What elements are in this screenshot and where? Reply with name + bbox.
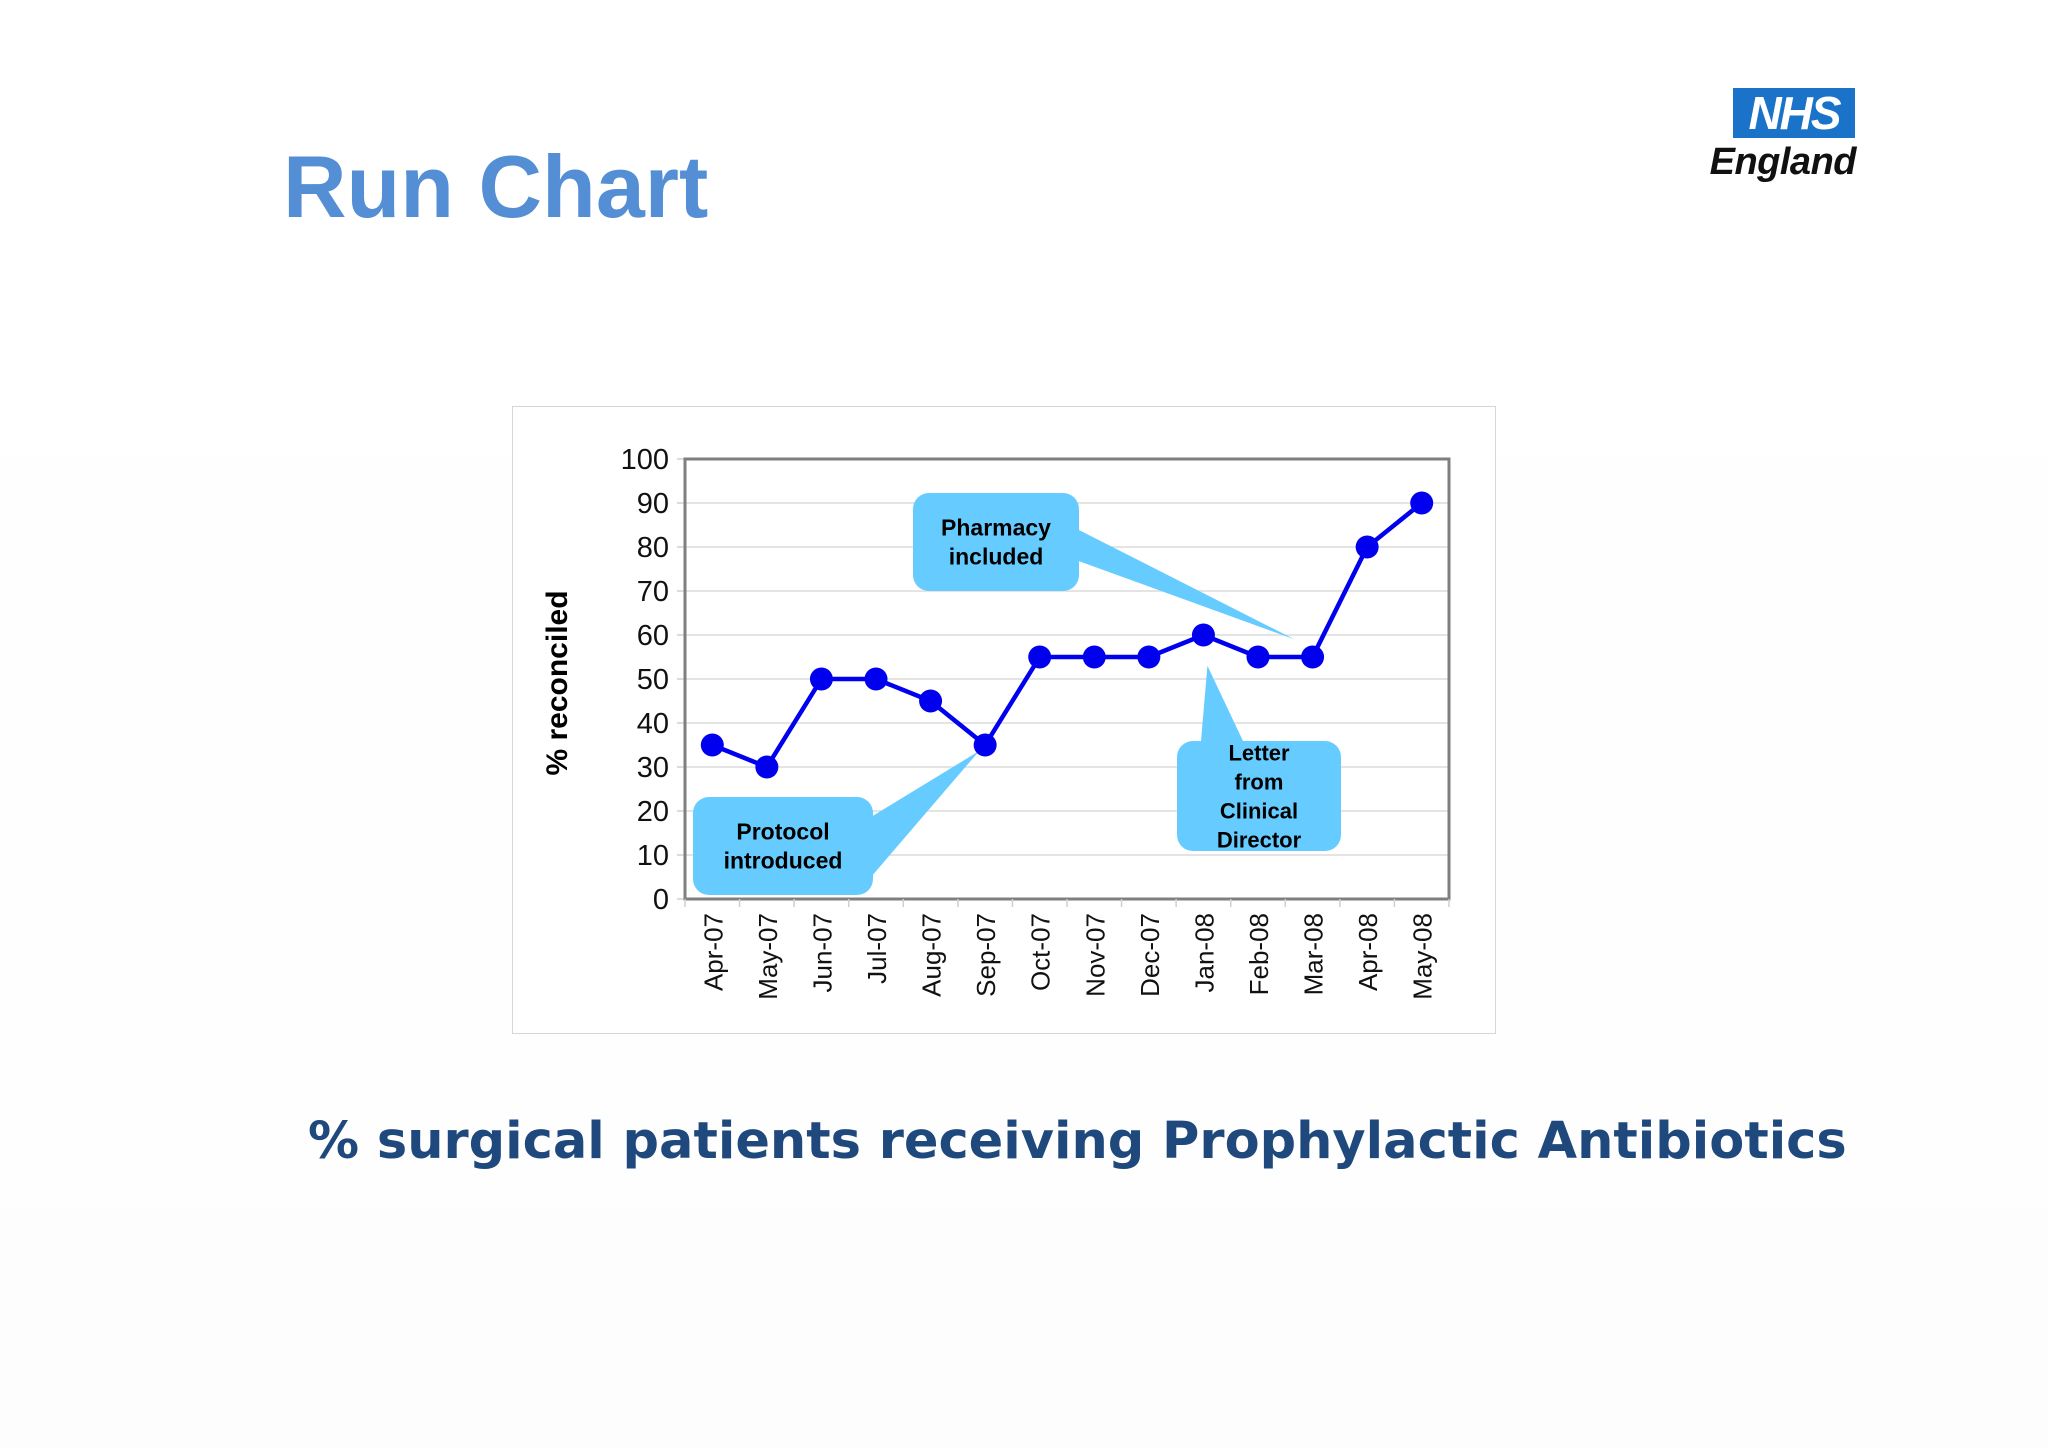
x-tick-label: Jul-07 <box>862 913 892 984</box>
callout-text: Director <box>1217 828 1302 853</box>
x-tick-label: Apr-07 <box>698 913 728 991</box>
data-point-marker <box>1137 645 1161 669</box>
x-tick-label: Jun-07 <box>807 913 837 993</box>
annotation-callout: Pharmacy included <box>913 493 1295 640</box>
callout-text: Letter <box>1228 741 1290 766</box>
callout-pointer <box>1201 665 1243 741</box>
y-tick-label: 90 <box>637 488 669 520</box>
callout-text: Clinical <box>1220 799 1298 824</box>
chart-axes: 0 10 20 30 40 50 60 70 80 90 100 Apr-07 May-07 Jun-07… <box>541 444 1451 1000</box>
y-tick-label: 80 <box>637 532 669 564</box>
callout-pointer <box>871 751 980 877</box>
callout-text: introduced <box>724 848 843 874</box>
slide-subtitle: % surgical patients receiving Prophylact… <box>308 1112 1847 1171</box>
data-point-marker <box>1246 645 1270 669</box>
y-tick-label: 50 <box>637 664 669 696</box>
data-point-marker <box>919 689 943 713</box>
run-chart: Protocol introduced Pharmacy included Letter… <box>512 406 1496 1034</box>
callout-pointer <box>1073 527 1295 640</box>
nhs-logo-box: NHS <box>1733 88 1855 138</box>
chart-series-line <box>700 491 1434 779</box>
callout-box <box>693 797 873 895</box>
annotation-callout: Protocol introduced <box>693 751 980 895</box>
data-point-marker <box>864 667 888 691</box>
data-point-marker <box>1082 645 1106 669</box>
y-tick-label: 100 <box>621 444 669 476</box>
y-tick-label: 10 <box>637 840 669 872</box>
data-point-marker <box>1410 491 1434 515</box>
x-tick-label: Oct-07 <box>1026 913 1056 991</box>
callout-box <box>1177 741 1341 851</box>
x-tick-label: Jan-08 <box>1189 913 1219 993</box>
annotation-callout: Letter from Clinical Director <box>1177 665 1341 853</box>
data-point-marker <box>973 733 997 757</box>
callout-text: included <box>949 544 1044 570</box>
slide-title: Run Chart <box>283 137 709 236</box>
x-tick-label: May-08 <box>1408 913 1438 1000</box>
y-axis-label: % reconciled <box>541 590 574 775</box>
nhs-logo-text: England <box>1709 141 1857 183</box>
y-tick-label: 20 <box>637 796 669 828</box>
x-tick-label: Mar-08 <box>1299 913 1329 995</box>
x-tick-label: Sep-07 <box>971 913 1001 997</box>
callout-box <box>913 493 1079 591</box>
y-tick-label: 40 <box>637 708 669 740</box>
data-point-marker <box>1028 645 1052 669</box>
x-tick-label: Dec-07 <box>1135 913 1165 997</box>
run-chart-svg: Protocol introduced Pharmacy included Letter… <box>541 444 1451 1000</box>
y-tick-label: 60 <box>637 620 669 652</box>
x-tick-label: Feb-08 <box>1244 913 1274 995</box>
y-tick-label: 0 <box>653 884 669 916</box>
data-point-marker <box>700 733 724 757</box>
callout-text: Protocol <box>736 819 829 845</box>
x-tick-label: Aug-07 <box>917 913 947 997</box>
y-tick-label: 30 <box>637 752 669 784</box>
data-point-marker <box>809 667 833 691</box>
nhs-england-logo: NHS England <box>1690 88 1860 188</box>
x-tick-label: Nov-07 <box>1080 913 1110 997</box>
data-point-marker <box>1191 623 1215 647</box>
data-point-marker <box>1301 645 1325 669</box>
callout-text: from <box>1235 770 1284 795</box>
x-tick-label: Apr-08 <box>1353 913 1383 991</box>
data-point-marker <box>1355 535 1379 559</box>
data-point-marker <box>755 755 779 779</box>
callout-text: Pharmacy <box>941 515 1051 541</box>
y-tick-label: 70 <box>637 576 669 608</box>
x-tick-label: May-07 <box>753 913 783 1000</box>
